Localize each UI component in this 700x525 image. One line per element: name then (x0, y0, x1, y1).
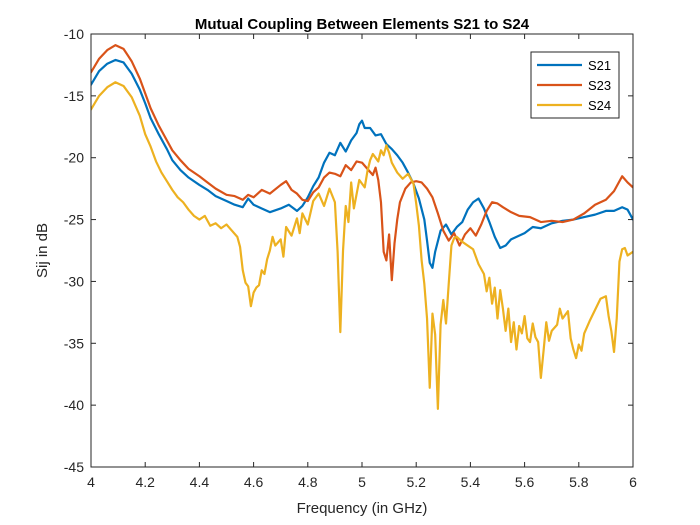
legend-label: S24 (588, 98, 611, 113)
y-tick-label: -40 (64, 397, 84, 413)
x-tick-label: 4.6 (244, 474, 264, 490)
x-tick-label: 4 (87, 474, 95, 490)
x-axis-label: Frequency (in GHz) (297, 500, 428, 517)
x-tick-label: 4.4 (190, 474, 210, 490)
x-tick-label: 4.2 (135, 474, 155, 490)
x-tick-label: 5.2 (406, 474, 426, 490)
series-line-s23 (91, 44, 633, 282)
x-tick-labels: 4 4.2 4.4 4.6 4.8 5 5.2 5.4 5.6 5.8 6 (87, 474, 637, 490)
y-tick-label: -10 (64, 26, 84, 42)
y-tick-label: -25 (64, 212, 84, 228)
series-line-s24 (91, 81, 633, 410)
y-axis-label: Sij in dB (34, 223, 51, 278)
y-tick-label: -45 (64, 459, 84, 475)
legend-label: S23 (588, 78, 611, 93)
y-tick-label: -30 (64, 273, 84, 289)
y-tick-label: -35 (64, 335, 84, 351)
ticks-layer (90, 33, 634, 468)
y-tick-labels: -45 -40 -35 -30 -25 -20 -15 -10 (64, 26, 84, 475)
legend: S21 S23 S24 (530, 51, 620, 119)
x-tick-label: 4.8 (298, 474, 318, 490)
x-tick-label: 5.6 (515, 474, 535, 490)
chart-title: Mutual Coupling Between Elements S21 to … (195, 16, 530, 33)
series-line-s21 (91, 58, 633, 269)
y-tick-label: -15 (64, 88, 84, 104)
x-tick-label: 5.4 (461, 474, 481, 490)
x-tick-label: 5 (358, 474, 366, 490)
y-tick-label: -20 (64, 150, 84, 166)
x-tick-label: 5.8 (569, 474, 589, 490)
legend-label: S21 (588, 58, 611, 73)
series-layer (91, 44, 633, 410)
x-tick-label: 6 (629, 474, 637, 490)
